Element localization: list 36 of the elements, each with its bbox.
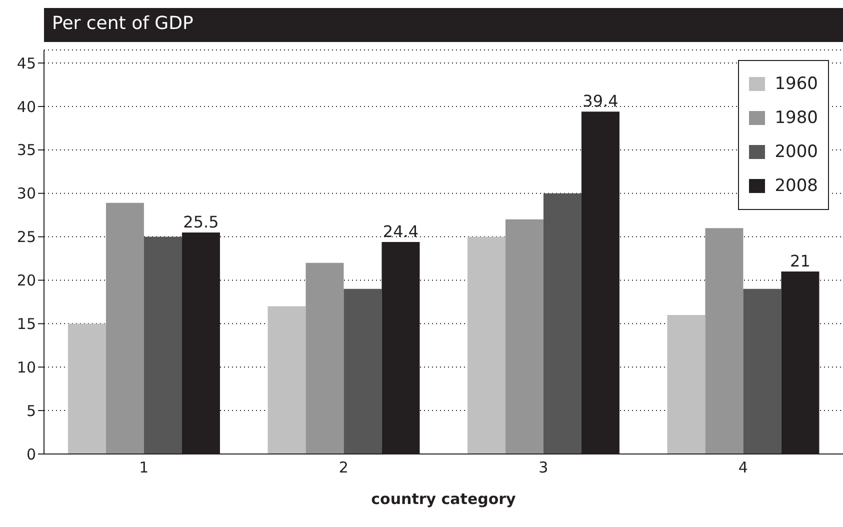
data-label: 21 [790, 252, 810, 271]
legend-label: 2000 [774, 141, 818, 164]
bar [667, 314, 706, 454]
bar [467, 236, 506, 454]
data-label: 25.5 [183, 212, 219, 232]
y-tick-label: 10 [16, 358, 36, 376]
data-label: 24.4 [382, 222, 419, 242]
y-tick-label: 45 [16, 54, 36, 72]
y-tick-label: 5 [26, 402, 36, 420]
bar [705, 228, 744, 454]
y-tick-label: 0 [26, 445, 36, 464]
y-tick-label: 20 [16, 272, 36, 290]
y-tick-label: 30 [16, 184, 36, 203]
bar [543, 193, 582, 454]
bar [68, 324, 106, 454]
x-tick-label: 2 [338, 458, 348, 477]
bar [144, 236, 182, 454]
bar [743, 288, 782, 454]
bar [505, 219, 544, 454]
bar [106, 202, 144, 454]
y-tick-label: 40 [16, 98, 36, 116]
data-label: 39.4 [582, 92, 618, 111]
x-tick-label: 1 [139, 458, 149, 477]
legend-label: 1960 [774, 73, 818, 96]
x-tick-label: 4 [738, 458, 748, 477]
y-tick-label: 25 [16, 228, 36, 246]
legend-label: 2008 [774, 175, 818, 198]
bar [306, 262, 344, 454]
bar [344, 288, 382, 454]
chart-title: Per cent of GDP [44, 8, 843, 42]
legend-label: 1980 [774, 107, 818, 130]
y-tick-label: 15 [16, 315, 36, 333]
x-tick-label: 3 [538, 458, 548, 477]
x-axis-title: country category [371, 490, 516, 508]
y-tick-label: 35 [16, 141, 36, 160]
bar [268, 306, 306, 454]
